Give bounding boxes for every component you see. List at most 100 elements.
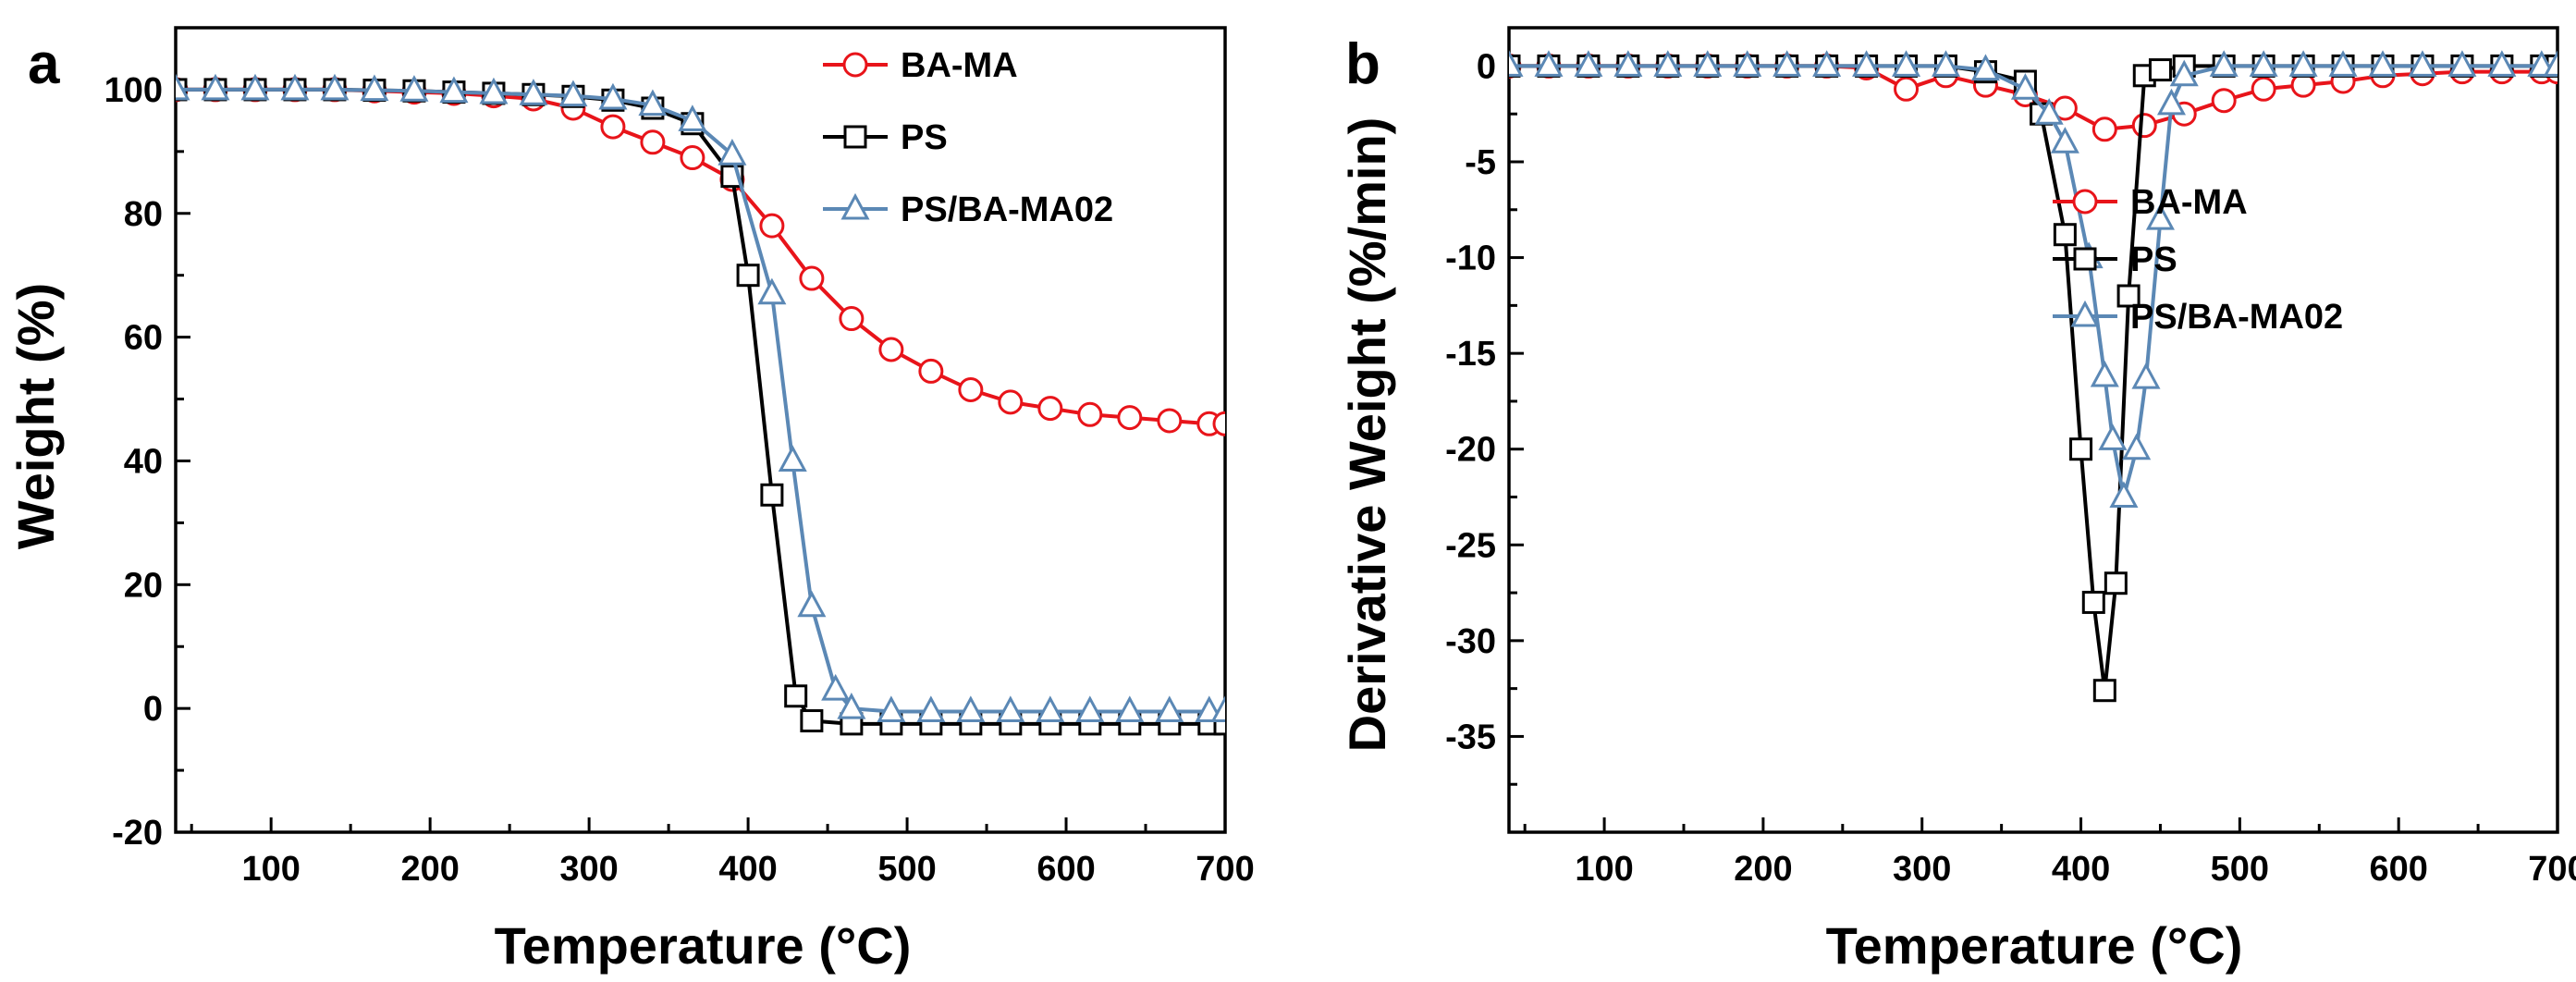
panel-a-data-point-ba-ma (759, 213, 785, 239)
panel-a-legend-label-ba-ma: BA-MA (901, 46, 1018, 85)
panel-a-data-point-ba-ma (1037, 396, 1063, 422)
panel-b-data-point-ps-ba-ma02 (1534, 50, 1564, 77)
panel-a-data-point-ba-ma (1157, 408, 1183, 434)
panel-b-data-point-ps-ba-ma02 (2328, 50, 2358, 77)
panel-b-ylabel: Derivative Weight (%/min) (1338, 117, 1396, 753)
panel-b-data-point-ps-ba-ma02 (2543, 50, 2558, 77)
panel-b-data-point-ps-ba-ma02 (2050, 127, 2079, 153)
panel-b-data-point-ps-ba-ma02 (2249, 50, 2278, 77)
panel-b-legend-marker-ba-ma (2072, 189, 2098, 215)
panel-a-x-tick-label: 600 (1037, 850, 1095, 889)
panel-a-series-line-ps-ba-ma02 (176, 87, 1225, 714)
panel-b-data-point-ps-ba-ma02 (1892, 50, 1921, 77)
panel-a-series-line-ba-ma (176, 87, 1225, 426)
panel-b-data-point-ps-ba-ma02 (1970, 54, 2000, 81)
panel-a-ylabel: Weight (%) (6, 283, 65, 549)
panel-a-data-point-ps-ba-ma02 (360, 74, 389, 102)
panel-a-data-point-ps-ba-ma02 (1036, 695, 1065, 722)
panel-a-letter: a (28, 32, 60, 96)
panel-a-data-point-ps-ba-ma02 (519, 79, 548, 105)
panel-a-x-tick-label: 400 (718, 850, 777, 889)
panel-b-x-tick-label: 500 (2211, 850, 2269, 889)
panel-b-data-point-ps-ba-ma02 (1653, 50, 1683, 77)
panel-a-data-point-ps-ba-ma02 (1115, 695, 1145, 722)
panel-a-y-tick-label: 20 (124, 566, 163, 605)
panel-b-data-point-ps-ba-ma02 (2098, 423, 2128, 450)
panel-b-data-point-ba-ma (2251, 76, 2276, 102)
panel-a-data-point-ps-ba-ma02 (280, 73, 310, 101)
panel-a-data-point-ps-ba-ma02 (757, 277, 787, 305)
panel-a-data-point-ps-ba-ma02 (916, 695, 946, 722)
panel-a-y-tick-label: 40 (124, 442, 163, 481)
panel-b-data-point-ps-ba-ma02 (1733, 50, 1762, 77)
panel-b-data-point-ps-ba-ma02 (2288, 50, 2318, 77)
panel-a-data-point-ps-ba-ma02 (778, 445, 807, 472)
panel-b-legend-label-ba-ma: BA-MA (2130, 183, 2248, 222)
panel-a-data-point-ps-ba-ma02 (479, 77, 509, 104)
panel-b-series-ps-ba-ma02 (1509, 50, 2558, 508)
panel-b-data-point-ps-ba-ma02 (2034, 98, 2064, 125)
panel-b-data-point-ps-ba-ma02 (2090, 360, 2119, 387)
panel-b-data-point-ba-ma (2091, 117, 2117, 142)
panel-a-data-point-ba-ma (799, 265, 825, 291)
panel-a-data-point-ba-ma (958, 377, 984, 402)
panel-b-x-tick-label: 300 (1893, 850, 1951, 889)
panel-a-y-tick-label: 0 (143, 690, 163, 729)
panel-a-data-point-ps-ba-ma02 (797, 590, 827, 618)
panel-a-data-point-ba-ma (878, 337, 904, 362)
panel-a-x-tick-label: 200 (400, 850, 459, 889)
panel-a-data-point-ps-ba-ma02 (678, 104, 707, 131)
panel-a-data-point-ba-ma (640, 129, 666, 155)
panel-b-data-point-ps-ba-ma02 (2487, 50, 2517, 77)
panel-a-data-point-ps-ba-ma02 (877, 695, 906, 722)
panel-b-legend-marker-ps-ba-ma02 (2070, 300, 2100, 327)
panel-b-data-point-ps (2053, 223, 2077, 247)
panel-b-data-point-ps-ba-ma02 (1773, 50, 1802, 77)
panel-b-series-line-ps (1509, 64, 2558, 693)
panel-a-data-point-ps-ba-ma02 (638, 89, 668, 117)
panel-b-data-point-ps-ba-ma02 (1931, 50, 1961, 77)
panel-a-x-tick-label: 500 (877, 850, 936, 889)
panel-a-data-point-ps (800, 709, 824, 733)
panel-b-y-tick-label: 0 (1477, 47, 1496, 86)
panel-b-plot-area: 100 200 300 400 500 600 700 -35 -30 -25 -20 -15 -10 -… (1445, 26, 2576, 889)
panel-a-data-point-ps-ba-ma02 (598, 82, 628, 110)
panel-b-x-tick-label: 600 (2369, 850, 2427, 889)
panel-a-data-point-ba-ma (1212, 411, 1225, 436)
panel-a-plot-area: 100 200 300 400 500 600 700 -20 0 20 40 60 80 100 BA-M… (104, 26, 1255, 889)
panel-a-data-point-ba-ma (600, 114, 626, 140)
panel-a-data-point-ba-ma (1077, 401, 1103, 427)
panel-a-data-point-ps-ba-ma02 (821, 673, 851, 701)
panel-b-data-point-ps (2092, 679, 2116, 703)
panel-b-data-point-ps-ba-ma02 (2156, 88, 2187, 116)
panel-a-y-tick-label: -20 (112, 814, 163, 853)
panel-a-y-tick-label: 80 (124, 195, 163, 234)
panel-a-legend-label-ps-ba-ma02: PS/BA-MA02 (901, 190, 1113, 229)
panel-a-data-point-ps-ba-ma02 (201, 73, 230, 101)
panel-a-data-point-ps-ba-ma02 (558, 80, 588, 107)
panel-b-letter: b (1345, 32, 1380, 96)
panel-a-series-ps (176, 78, 1225, 736)
panel-b-data-point-ps-ba-ma02 (2109, 481, 2139, 508)
panel-a-legend-marker-ps-ba-ma02 (840, 192, 870, 220)
panel-b-data-point-ps-ba-ma02 (1852, 50, 1882, 77)
panel-a-data-point-ps-ba-ma02 (1210, 695, 1225, 722)
panel-b-y-tick-label: -10 (1445, 239, 1496, 278)
panel-a-data-point-ps-ba-ma02 (399, 75, 429, 102)
panel-a-x-tick-label: 700 (1196, 850, 1254, 889)
panel-b-data-point-ps-ba-ma02 (1812, 50, 1842, 77)
panel-a-series-ps-ba-ma02 (176, 73, 1225, 722)
panel-b-data-point-ba-ma (2211, 88, 2237, 114)
panel-b-data-point-ps-ba-ma02 (2209, 50, 2239, 77)
panel-b-legend-label-ps: PS (2130, 240, 2177, 279)
panel-b-legend-label-ps-ba-ma02: PS/BA-MA02 (2130, 298, 2343, 337)
panel-b-data-point-ps-ba-ma02 (1613, 50, 1643, 77)
panel-a-x-tick-label: 100 (241, 850, 300, 889)
panel-b-series-ps (1509, 54, 2558, 703)
panel-a-data-point-ps-ba-ma02 (1075, 695, 1105, 722)
panel-b-data-point-ps-ba-ma02 (2145, 203, 2175, 230)
panel-b-x-tick-label: 100 (1575, 850, 1633, 889)
panel-b-y-tick-label: -5 (1465, 143, 1496, 182)
panel-a-data-point-ba-ma (680, 145, 705, 171)
